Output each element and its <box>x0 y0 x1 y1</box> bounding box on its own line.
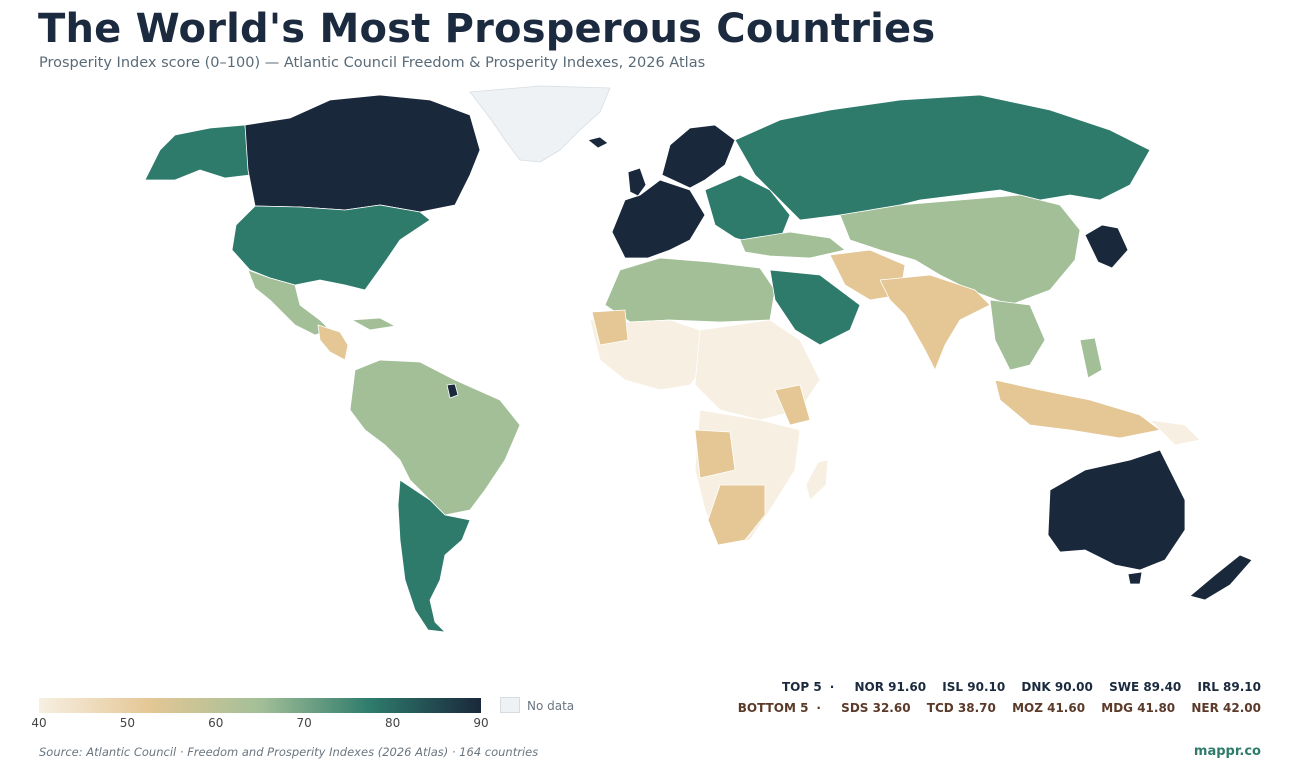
region-turkey-caucasus <box>739 231 846 259</box>
region-british-isles <box>627 167 647 197</box>
region-japan-korea <box>1084 224 1129 269</box>
region-western-europe <box>611 179 706 259</box>
region-south-america-north <box>349 359 521 516</box>
top5-item: SWE 89.40 <box>1109 680 1182 694</box>
region-caribbean <box>351 317 396 331</box>
region-madagascar <box>805 459 829 501</box>
region-russia <box>734 94 1151 221</box>
top5-item: NOR 91.60 <box>854 680 927 694</box>
legend-tick: 90 <box>473 716 489 730</box>
legend-tick: 40 <box>31 716 47 730</box>
separator-dot: · <box>829 680 835 694</box>
bottom5-label: BOTTOM 5 <box>737 701 809 715</box>
world-choropleth-map <box>144 85 1253 633</box>
bottom5-item: MDG 41.80 <box>1101 701 1176 715</box>
region-angola <box>694 429 736 479</box>
page-subtitle: Prosperity Index score (0–100) — Atlanti… <box>39 55 706 71</box>
page-title: The World's Most Prosperous Countries <box>38 6 936 52</box>
region-new-zealand <box>1189 554 1253 601</box>
top5-item: ISL 90.10 <box>942 680 1006 694</box>
legend-tick: 80 <box>384 716 401 730</box>
region-southeast-asia <box>989 299 1046 371</box>
region-southern-cone <box>397 479 471 633</box>
region-scandinavia <box>661 124 736 189</box>
bottom5-ranking: BOTTOM 5 · SDS 32.60 TCD 38.70 MOZ 41.60 … <box>738 701 1261 715</box>
region-australia <box>1047 449 1186 571</box>
bottom5-item: SDS 32.60 <box>841 701 911 715</box>
region-french-guiana <box>446 383 459 399</box>
legend-nodata-swatch <box>500 697 520 713</box>
top5-label: TOP 5 <box>782 680 822 694</box>
region-greenland <box>469 85 611 163</box>
bottom5-item: TCD 38.70 <box>926 701 996 715</box>
legend-tick-labels: 40 50 60 70 80 90 <box>31 716 488 736</box>
legend-tick: 50 <box>119 716 136 730</box>
region-arabia <box>769 269 861 346</box>
region-philippines <box>1079 337 1103 379</box>
region-north-africa <box>604 257 776 323</box>
region-central-asia-china <box>839 194 1081 306</box>
brand-link[interactable]: mappr.co <box>1193 744 1261 759</box>
region-alaska <box>144 124 251 181</box>
region-indonesia <box>994 379 1161 439</box>
region-india <box>879 274 991 371</box>
legend-tick: 60 <box>208 716 224 730</box>
separator-dot: · <box>816 701 821 715</box>
bottom5-item: NER 42.00 <box>1191 701 1261 715</box>
region-png <box>1149 419 1201 446</box>
region-east-africa <box>774 384 811 426</box>
region-south-africa <box>707 484 766 546</box>
region-tasmania <box>1127 571 1143 585</box>
source-credit: Source: Atlantic Council · Freedom and P… <box>39 745 539 759</box>
legend-tick: 70 <box>296 716 312 730</box>
legend-color-scale <box>39 698 481 713</box>
bottom5-item: MOZ 41.60 <box>1012 701 1086 715</box>
top5-item: IRL 89.10 <box>1197 680 1261 694</box>
top5-item: DNK 90.00 <box>1021 680 1093 694</box>
top5-ranking: TOP 5 · NOR 91.60 ISL 90.10 DNK 90.00 SWE… <box>782 680 1261 694</box>
region-central-america <box>317 324 349 361</box>
region-mauritania <box>591 309 629 346</box>
legend-nodata-label: No data <box>527 699 575 713</box>
region-canada <box>244 94 481 213</box>
region-usa <box>231 204 431 291</box>
region-iceland <box>587 136 609 149</box>
